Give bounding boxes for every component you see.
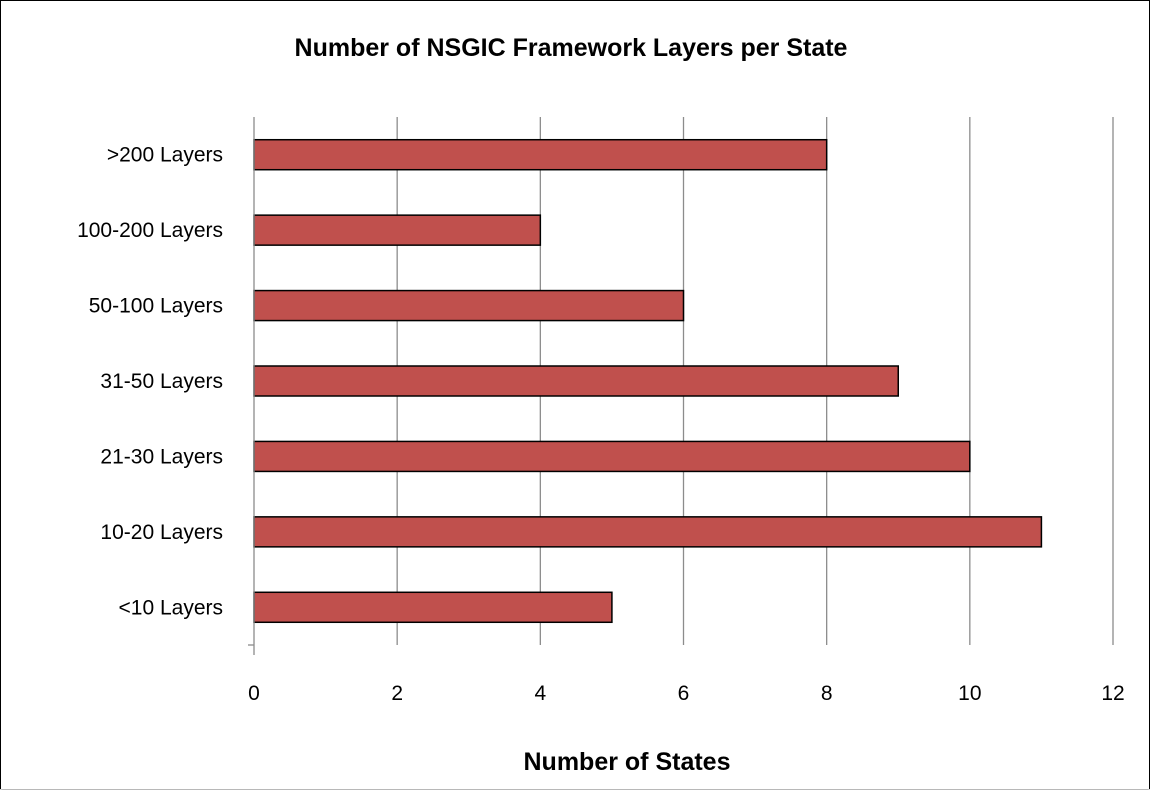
- category-label-3: 31-50 Layers: [100, 370, 223, 393]
- bar-5: [253, 516, 1043, 548]
- bar-3: [253, 365, 899, 397]
- axes: [248, 117, 255, 655]
- bar-0: [253, 138, 828, 171]
- category-label-5: 10-20 Layers: [100, 521, 223, 544]
- x-tick-label-1: 2: [391, 682, 403, 705]
- bar-4: [253, 440, 971, 473]
- x-tick-label-5: 10: [958, 682, 981, 705]
- x-tick-label-0: 0: [248, 682, 260, 705]
- bars: [253, 138, 1043, 624]
- category-label-4: 21-30 Layers: [100, 445, 223, 468]
- x-axis-label: Number of States: [524, 748, 731, 776]
- x-tick-label-6: 12: [1101, 682, 1124, 705]
- category-label-2: 50-100 Layers: [89, 295, 223, 318]
- bar-1: [253, 214, 542, 246]
- category-labels: >200 Layers 100-200 Layers 50-100 Layers 31…: [77, 144, 223, 620]
- category-label-6: <10 Layers: [119, 596, 224, 619]
- x-tick-labels: 0 2 4 6 8 10 12: [248, 682, 1125, 705]
- x-tick-label-4: 8: [821, 682, 833, 705]
- x-tick-label-3: 6: [678, 682, 690, 705]
- x-tick-label-2: 4: [534, 682, 546, 705]
- chart-title: Number of NSGIC Framework Layers per Sta…: [295, 34, 848, 62]
- category-label-1: 100-200 Layers: [77, 219, 223, 242]
- category-label-0: >200 Layers: [107, 144, 223, 167]
- bar-2: [253, 289, 685, 322]
- bar-6: [253, 591, 613, 624]
